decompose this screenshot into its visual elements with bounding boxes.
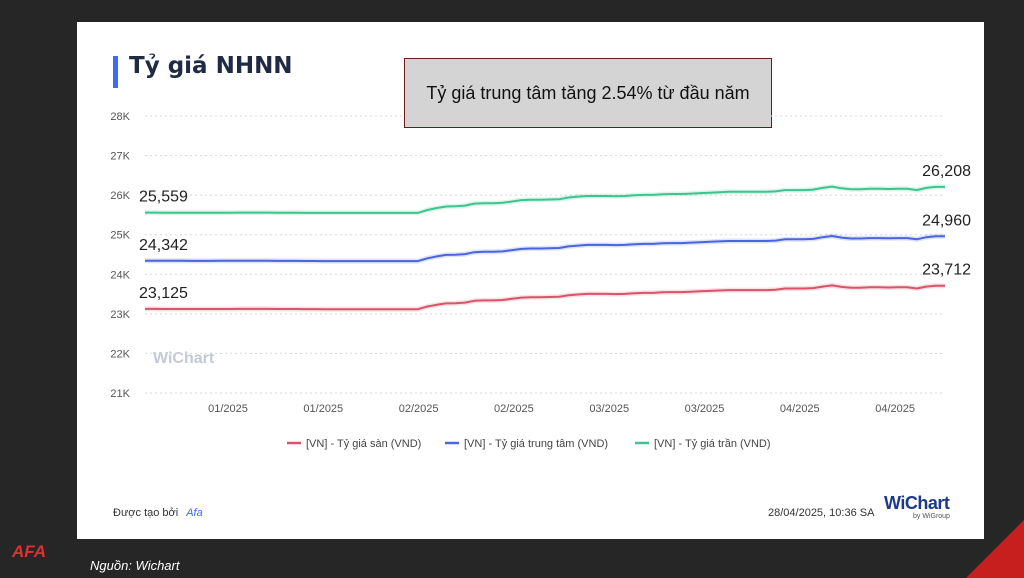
legend-label: [VN] - Tỷ giá trần (VND) <box>654 438 771 450</box>
legend-label: [VN] - Tỷ giá trung tâm (VND) <box>464 438 608 450</box>
source-caption: Nguồn: Wichart <box>90 558 180 573</box>
created-by-label: Được tạo bởi <box>113 507 179 519</box>
y-tick-label: 22K <box>110 348 130 360</box>
end-value-label: 23,712 <box>922 262 971 279</box>
x-tick-label: 03/2025 <box>685 403 725 415</box>
created-by: Được tạo bởi Afa <box>113 507 203 519</box>
start-value-label: 23,125 <box>139 285 188 302</box>
x-tick-label: 02/2025 <box>494 403 534 415</box>
series-lines <box>145 184 945 312</box>
annotation-text: Tỷ giá trung tâm tăng 2.54% từ đầu năm <box>426 82 750 103</box>
end-value-label: 26,208 <box>922 163 971 180</box>
y-tick-label: 23K <box>110 309 130 321</box>
x-tick-label: 04/2025 <box>780 403 820 415</box>
series-line <box>145 185 945 214</box>
y-tick-label: 26K <box>110 190 130 202</box>
series-line <box>145 235 945 263</box>
y-tick-label: 24K <box>110 269 130 281</box>
x-tick-label: 01/2025 <box>303 403 343 415</box>
title-accent-bar <box>113 56 118 88</box>
x-tick-label: 03/2025 <box>589 403 629 415</box>
chart-grid <box>145 115 945 394</box>
y-axis-ticks: 21K 22K 23K 24K 25K 26K 27K 28K <box>110 111 130 400</box>
legend-label: [VN] - Tỷ giá sàn (VND) <box>306 438 421 450</box>
watermark-logo: WiChart <box>153 350 215 367</box>
timestamp: 28/04/2025, 10:36 SA <box>768 507 875 519</box>
y-tick-label: 25K <box>110 230 130 242</box>
chart-title: Tỷ giá NHNN <box>129 53 293 79</box>
created-by-brand[interactable]: Afa <box>186 507 203 519</box>
y-tick-label: 21K <box>110 388 130 400</box>
corner-decoration <box>966 520 1024 578</box>
chart-legend: [VN] - Tỷ giá sàn (VND) [VN] - Tỷ giá tru… <box>287 438 771 450</box>
x-axis-ticks: 01/2025 01/2025 02/2025 02/2025 03/2025 03/20… <box>208 403 915 415</box>
afa-logo: AFA <box>12 542 46 561</box>
end-value-label: 24,960 <box>922 212 971 229</box>
start-value-label: 24,342 <box>139 237 188 254</box>
data-labels: 23,125 23,712 24,342 24,960 25,559 26,208 <box>139 163 971 302</box>
y-tick-label: 27K <box>110 151 130 163</box>
start-value-label: 25,559 <box>139 189 188 206</box>
series-line <box>145 284 945 311</box>
wichart-logo[interactable]: WiChart <box>884 493 950 513</box>
x-tick-label: 04/2025 <box>875 403 915 415</box>
wichart-logo-subtitle: by WiGroup <box>913 513 950 520</box>
x-tick-label: 01/2025 <box>208 403 248 415</box>
y-tick-label: 28K <box>110 111 130 123</box>
x-tick-label: 02/2025 <box>399 403 439 415</box>
